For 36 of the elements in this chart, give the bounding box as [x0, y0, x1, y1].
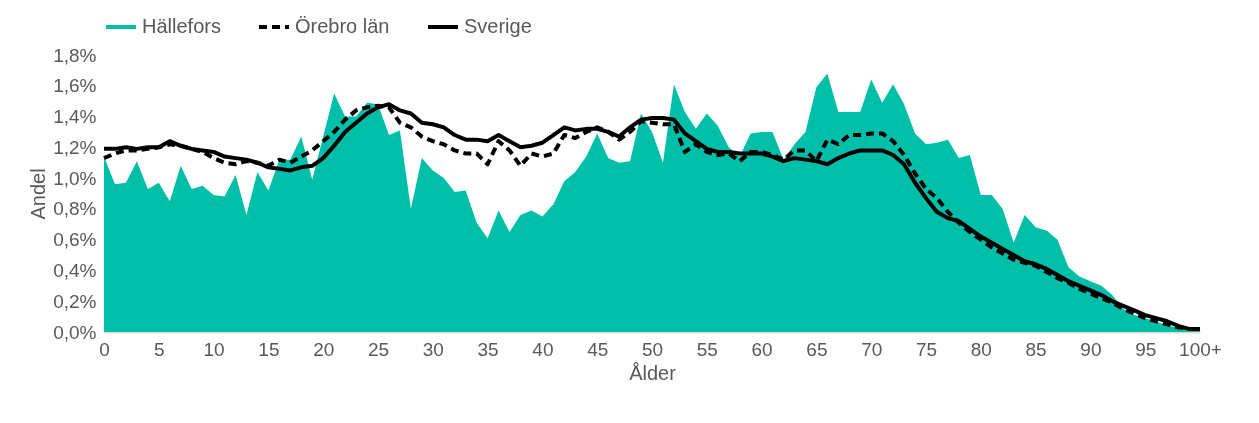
x-tick-label: 25 — [367, 338, 390, 360]
y-tick-label: 1,4% — [53, 106, 97, 128]
x-tick-label: 10 — [203, 338, 225, 360]
y-tick-label: 1,0% — [53, 167, 97, 189]
y-tick-label: 0,0% — [53, 321, 97, 343]
x-tick-label: 70 — [861, 338, 883, 360]
x-tick-label: 40 — [532, 338, 554, 360]
x-tick-label: 60 — [751, 338, 773, 360]
x-tick-label: 65 — [806, 338, 828, 360]
x-tick-label: 55 — [696, 338, 718, 360]
x-tick-label: 15 — [258, 338, 280, 360]
y-tick-label: 0,2% — [53, 290, 97, 312]
x-tick-label: 20 — [313, 338, 335, 360]
x-tick-label: 95 — [1135, 338, 1157, 360]
y-tick-label: 0,6% — [53, 229, 97, 251]
x-tick-label: 35 — [477, 338, 499, 360]
legend-label: Sverige — [464, 15, 532, 37]
x-tick-label: 90 — [1080, 338, 1102, 360]
y-tick-label: 1,8% — [53, 44, 97, 66]
y-axis-title: Andel — [27, 168, 50, 220]
legend-label: Hällefors — [142, 15, 221, 37]
x-tick-label: 0 — [99, 338, 110, 360]
x-tick-label: 5 — [154, 338, 165, 360]
x-tick-label: 100+ — [1179, 338, 1222, 360]
x-tick-label: 30 — [422, 338, 444, 360]
x-axis-title: Ålder — [629, 361, 677, 384]
x-tick-label: 50 — [641, 338, 664, 360]
y-tick-label: 1,6% — [53, 75, 97, 97]
x-tick-label: 85 — [1025, 338, 1047, 360]
y-tick-label: 0,8% — [53, 198, 97, 220]
y-tick-label: 1,2% — [53, 136, 97, 158]
x-tick-label: 75 — [915, 338, 938, 360]
x-tick-label: 45 — [587, 338, 609, 360]
x-tick-label: 80 — [970, 338, 992, 360]
legend-label: Örebro län — [295, 15, 390, 37]
y-tick-label: 0,4% — [53, 259, 97, 281]
